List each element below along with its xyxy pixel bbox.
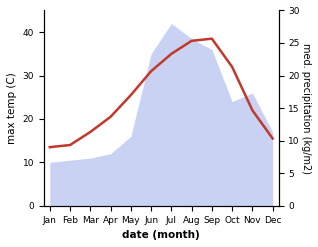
X-axis label: date (month): date (month) [122,230,200,240]
Y-axis label: max temp (C): max temp (C) [7,72,17,144]
Y-axis label: med. precipitation (kg/m2): med. precipitation (kg/m2) [301,43,311,174]
